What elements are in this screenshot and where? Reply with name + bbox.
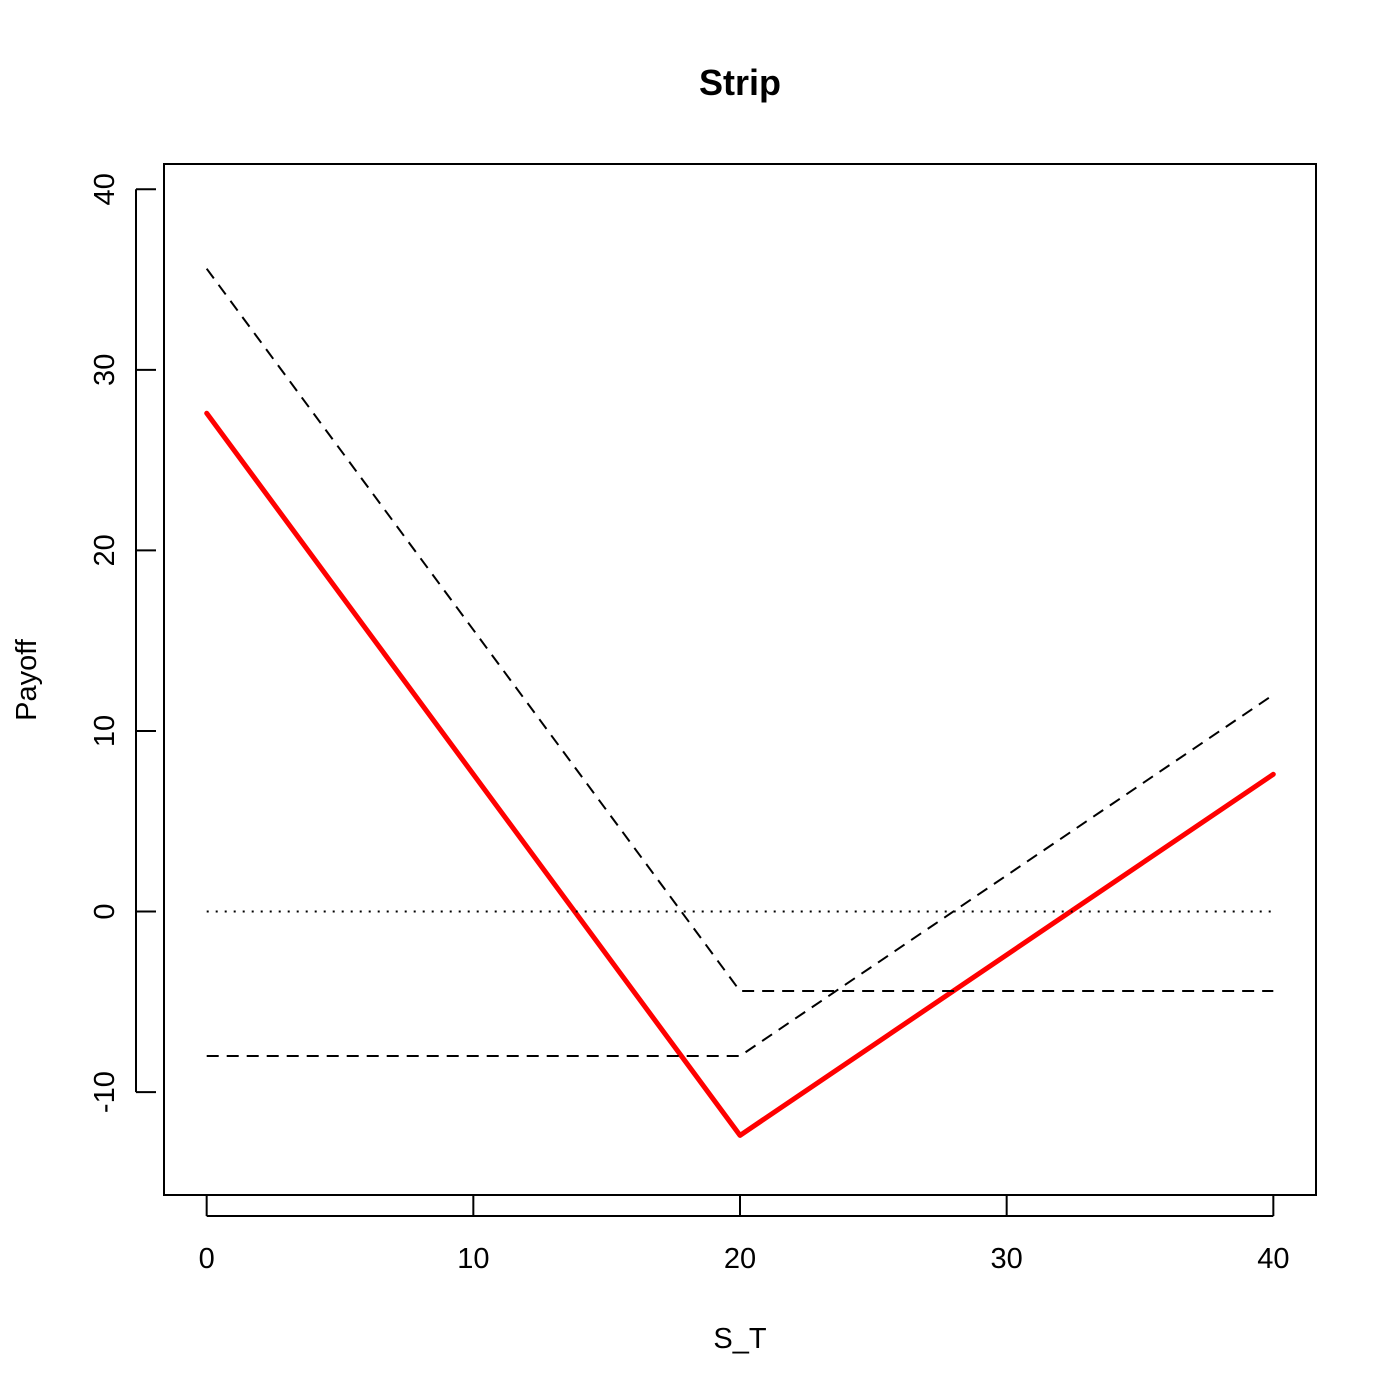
x-tick-label: 40 bbox=[1257, 1243, 1289, 1275]
y-tick-label: 40 bbox=[89, 173, 121, 205]
x-tick-label: 10 bbox=[457, 1243, 489, 1275]
x-axis-label: S_T bbox=[713, 1323, 766, 1355]
x-tick-label: 0 bbox=[199, 1243, 215, 1275]
y-axis: -10 0 10 20 30 40 bbox=[89, 173, 156, 1113]
y-tick-label: 10 bbox=[89, 715, 121, 747]
y-tick-label: 30 bbox=[89, 354, 121, 386]
chart-title: Strip bbox=[699, 62, 781, 103]
plot-frame bbox=[163, 163, 1317, 1196]
y-axis-label: Payoff bbox=[11, 638, 43, 721]
x-tick-label: 30 bbox=[991, 1243, 1023, 1275]
y-tick-label: 0 bbox=[89, 903, 121, 919]
series-line-1 bbox=[204, 410, 1276, 1138]
y-tick-label: -10 bbox=[89, 1071, 121, 1113]
series-line-3 bbox=[206, 693, 1274, 1057]
x-axis: 0 10 20 30 40 bbox=[199, 1196, 1289, 1275]
x-tick-label: 20 bbox=[724, 1243, 756, 1275]
y-tick-label: 20 bbox=[89, 534, 121, 566]
series-layer bbox=[204, 268, 1276, 1138]
